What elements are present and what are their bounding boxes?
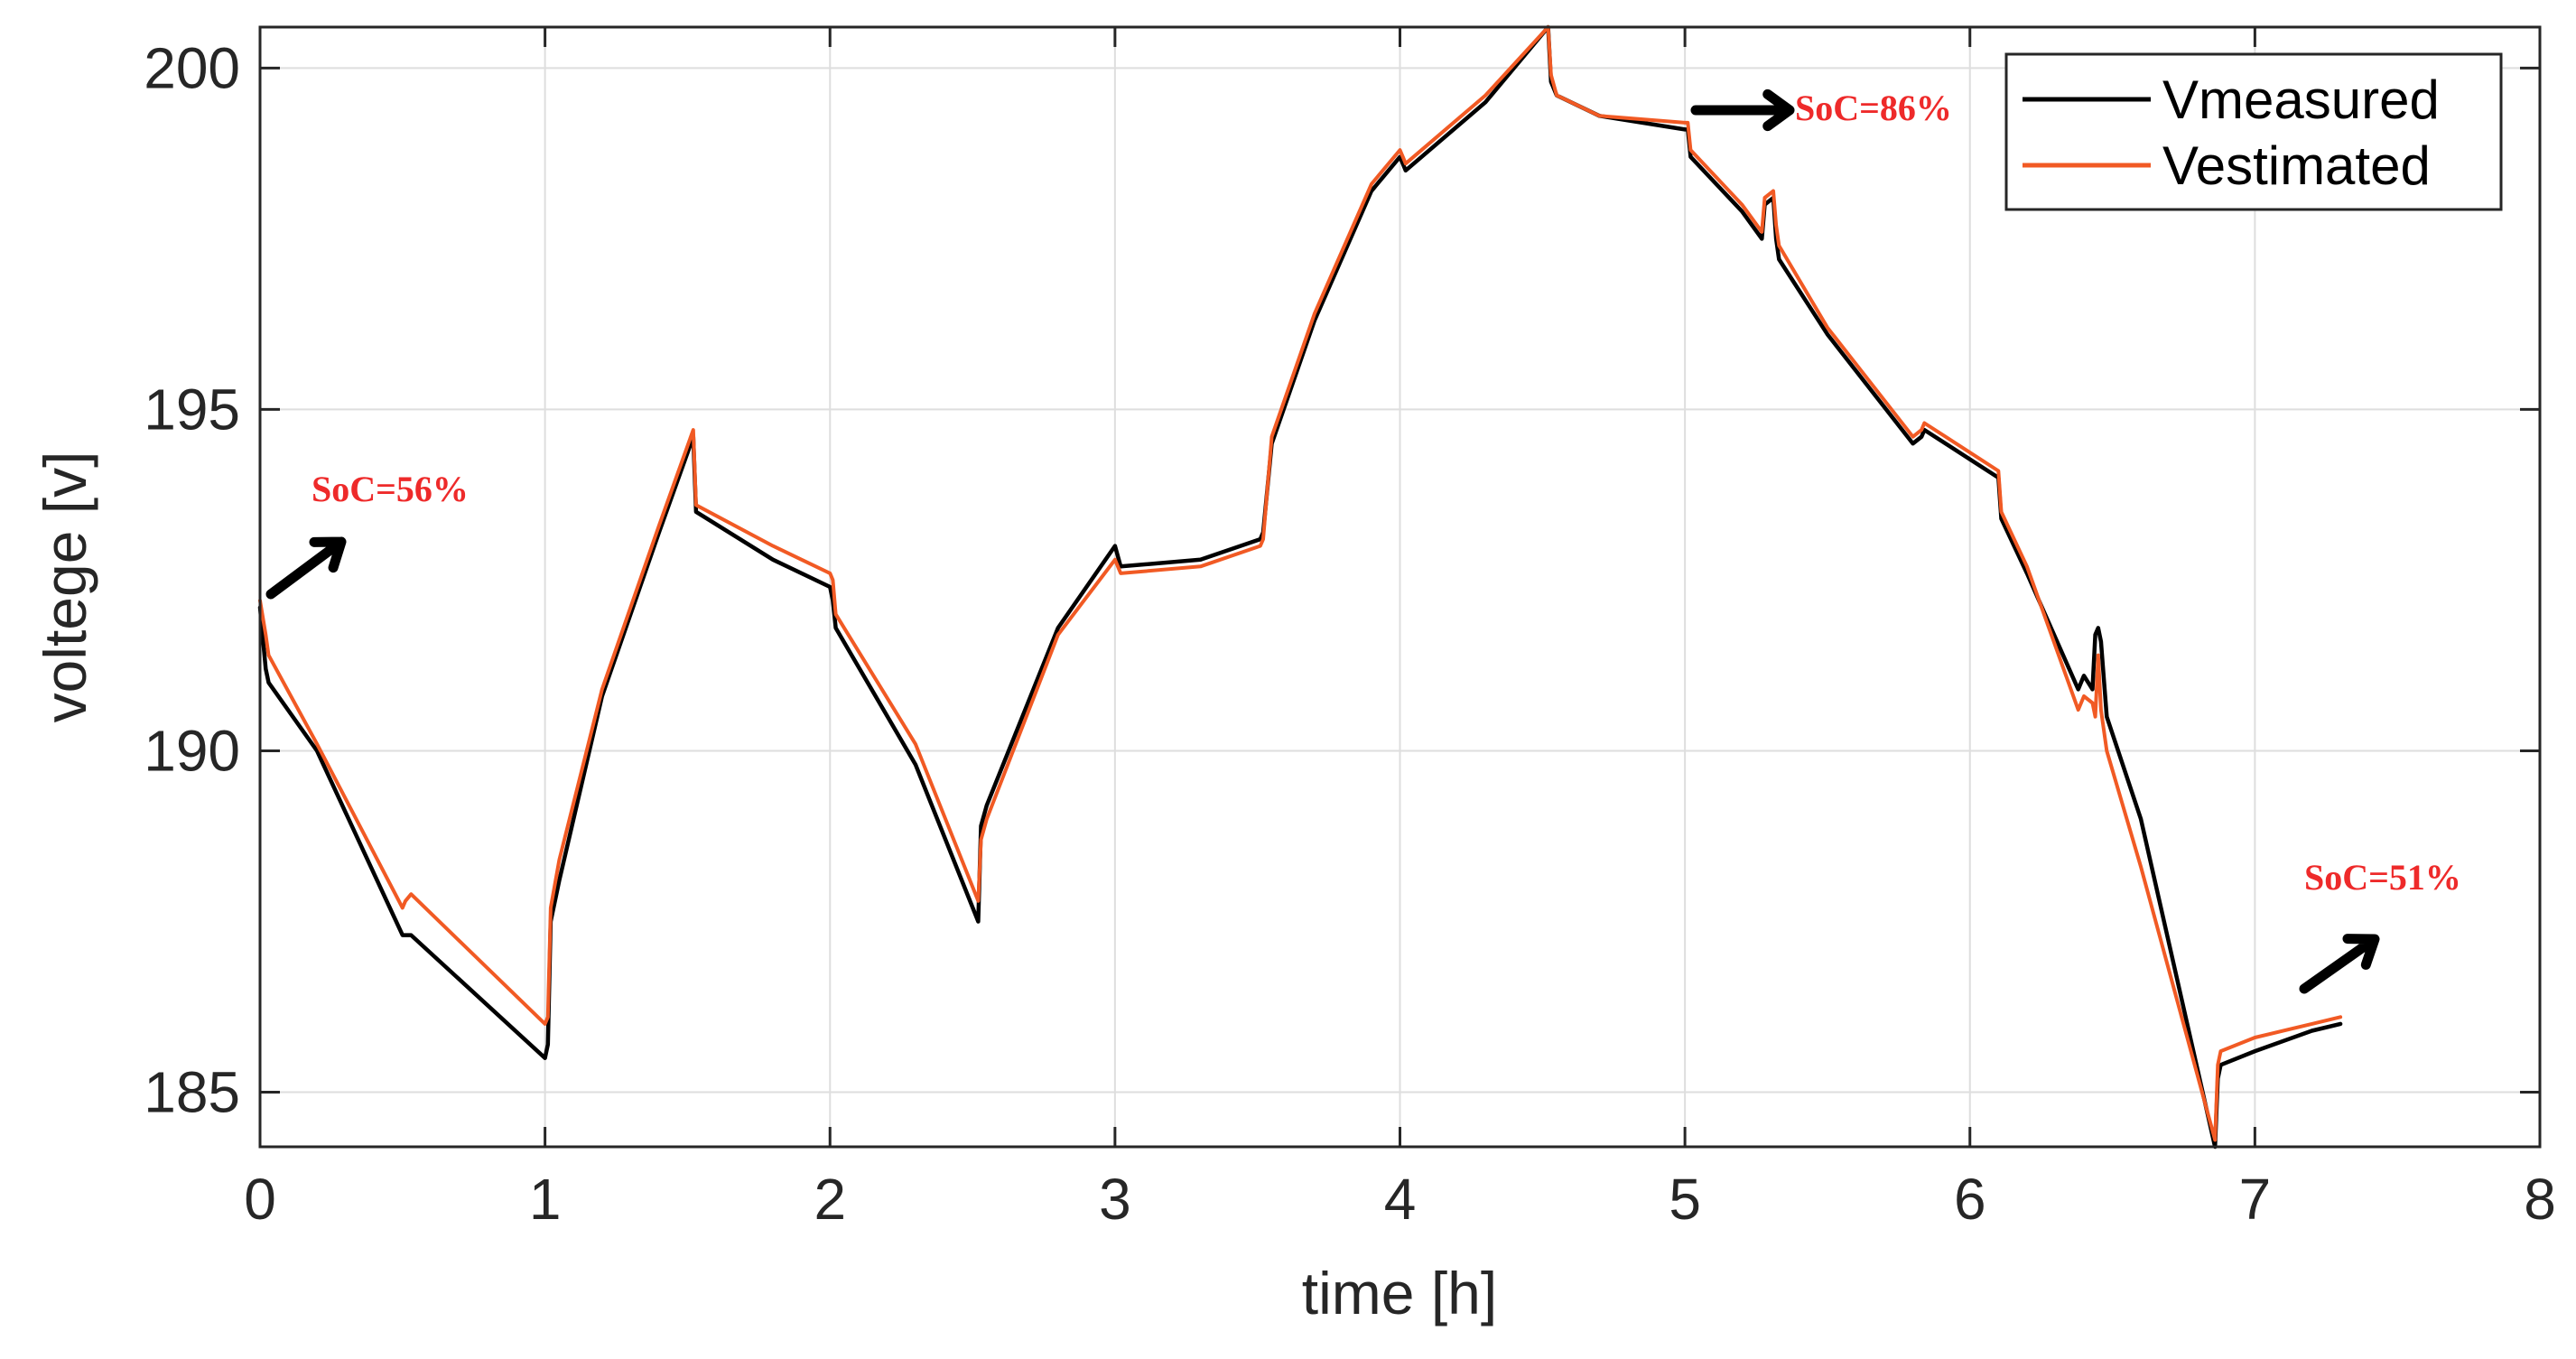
y-tick-label: 190 — [144, 718, 240, 783]
y-tick-label: 195 — [144, 377, 240, 442]
x-tick-label: 3 — [1099, 1167, 1131, 1232]
x-axis-label: time [h] — [1302, 1260, 1497, 1326]
annotations: SoC=56% SoC=86% SoC=51% — [265, 88, 2461, 994]
soc-annotation-label: SoC=56% — [312, 469, 469, 509]
annotation-arrow-icon — [1690, 88, 1795, 132]
x-tick-label: 6 — [1954, 1167, 1986, 1232]
x-tick-label: 1 — [529, 1167, 562, 1232]
legend-box — [2004, 52, 2503, 211]
x-tick-label: 7 — [2239, 1167, 2272, 1232]
axis-ticks: 0 1 2 3 4 5 6 7 8 185 190 195 200 — [144, 27, 2556, 1232]
annotation-arrow-icon — [2299, 934, 2380, 994]
annotation-arrow-icon — [265, 536, 347, 600]
series-line-vmeasured — [257, 24, 2343, 1150]
x-tick-label: 4 — [1384, 1167, 1417, 1232]
y-tick-label: 185 — [144, 1060, 240, 1125]
x-tick-label: 0 — [244, 1167, 276, 1232]
soc-annotation-label: SoC=51% — [2304, 857, 2461, 898]
x-tick-label: 5 — [1669, 1167, 1701, 1232]
soc-annotation-label: SoC=86% — [1795, 88, 1952, 128]
data-series — [257, 24, 2343, 1150]
y-axis-label: voltege [v] — [32, 451, 98, 723]
legend-label-vestimated: Vestimated — [2162, 135, 2431, 196]
y-tick-label: 200 — [144, 35, 240, 100]
x-tick-label: 8 — [2524, 1167, 2556, 1232]
legend: Vmeasured Vestimated — [2004, 52, 2503, 211]
x-tick-label: 2 — [814, 1167, 846, 1232]
legend-label-vmeasured: Vmeasured — [2162, 70, 2440, 130]
series-line-vestimated — [258, 25, 2343, 1142]
